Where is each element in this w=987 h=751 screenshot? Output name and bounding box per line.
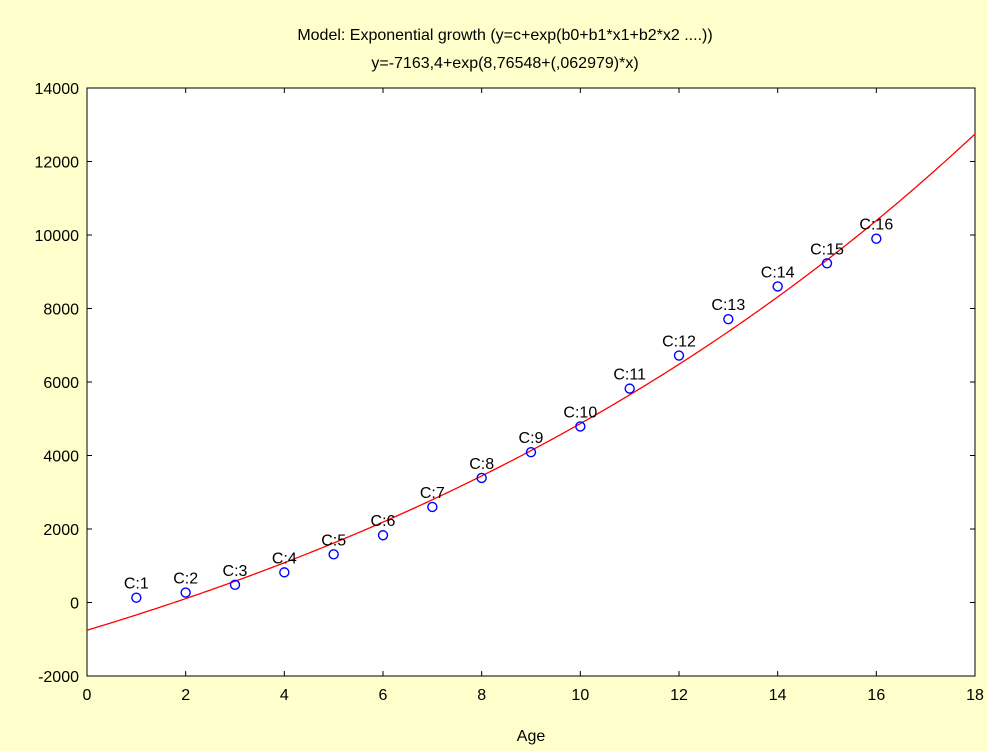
data-point <box>525 446 537 458</box>
point-label: C:3 <box>223 563 248 580</box>
x-tick-label: 8 <box>477 687 486 704</box>
point-label: C:9 <box>519 430 544 447</box>
data-point <box>821 258 833 269</box>
x-axis-ticks: 0 2 4 6 8 10 12 14 16 18 <box>83 88 984 704</box>
y-tick-label: 2000 <box>43 522 79 539</box>
y-tick-label: 10000 <box>35 228 80 245</box>
point-label: C:11 <box>613 367 646 384</box>
point-label: C:2 <box>173 571 198 588</box>
y-tick-label: 6000 <box>43 375 79 392</box>
data-point <box>624 383 635 394</box>
x-tick-label: 18 <box>966 687 984 704</box>
data-point <box>871 233 882 244</box>
chart-subtitle: y=-7163,4+exp(8,76548+(,062979)*x) <box>371 55 638 72</box>
y-tick-label: 12000 <box>35 155 80 172</box>
y-tick-label: 4000 <box>43 449 79 466</box>
x-tick-label: 6 <box>379 687 388 704</box>
data-point <box>328 549 339 560</box>
point-label: C:8 <box>469 456 494 473</box>
point-label: C:14 <box>761 264 795 281</box>
point-label: C:16 <box>859 217 893 234</box>
data-point <box>476 472 487 484</box>
x-tick-label: 4 <box>280 687 289 704</box>
y-tick-label: 14000 <box>35 81 80 98</box>
point-label: C:12 <box>662 334 696 351</box>
fit-curve <box>86 133 976 631</box>
data-points: C:1 C:2 C:3 C:4 C:5 C:6 C:7 C:8 C:9 C:10 C:11 C:12 C… <box>124 217 893 603</box>
data-point <box>180 587 191 598</box>
x-tick-label: 2 <box>181 687 190 704</box>
point-label: C:4 <box>272 550 297 567</box>
data-point <box>229 579 241 591</box>
data-point <box>279 567 290 578</box>
y-tick-label: 0 <box>70 596 79 613</box>
x-tick-label: 0 <box>83 687 92 704</box>
data-point <box>575 421 586 432</box>
y-tick-label: -2000 <box>38 669 79 686</box>
point-label: C:13 <box>711 297 745 314</box>
y-axis-ticks: -2000 0 2000 4000 6000 8000 10000 12000 14000 <box>35 81 975 686</box>
data-point <box>673 350 685 361</box>
point-label: C:6 <box>371 513 396 530</box>
plot-area <box>86 87 976 677</box>
point-label: C:15 <box>810 241 844 258</box>
data-point <box>377 530 389 541</box>
x-tick-label: 14 <box>769 687 787 704</box>
point-label: C:10 <box>563 404 597 421</box>
data-point <box>131 592 142 603</box>
data-point <box>723 313 734 325</box>
x-axis-label: Age <box>517 728 546 745</box>
data-point <box>772 281 783 292</box>
data-point <box>427 501 438 513</box>
point-label: C:5 <box>321 532 346 549</box>
x-tick-label: 10 <box>571 687 589 704</box>
x-tick-label: 12 <box>670 687 688 704</box>
point-label: C:1 <box>124 576 149 593</box>
x-tick-label: 16 <box>867 687 885 704</box>
chart-title: Model: Exponential growth (y=c+exp(b0+b1… <box>297 27 712 44</box>
fit-curve-group <box>86 133 976 631</box>
point-label: C:7 <box>420 485 445 502</box>
y-tick-label: 8000 <box>43 302 79 319</box>
